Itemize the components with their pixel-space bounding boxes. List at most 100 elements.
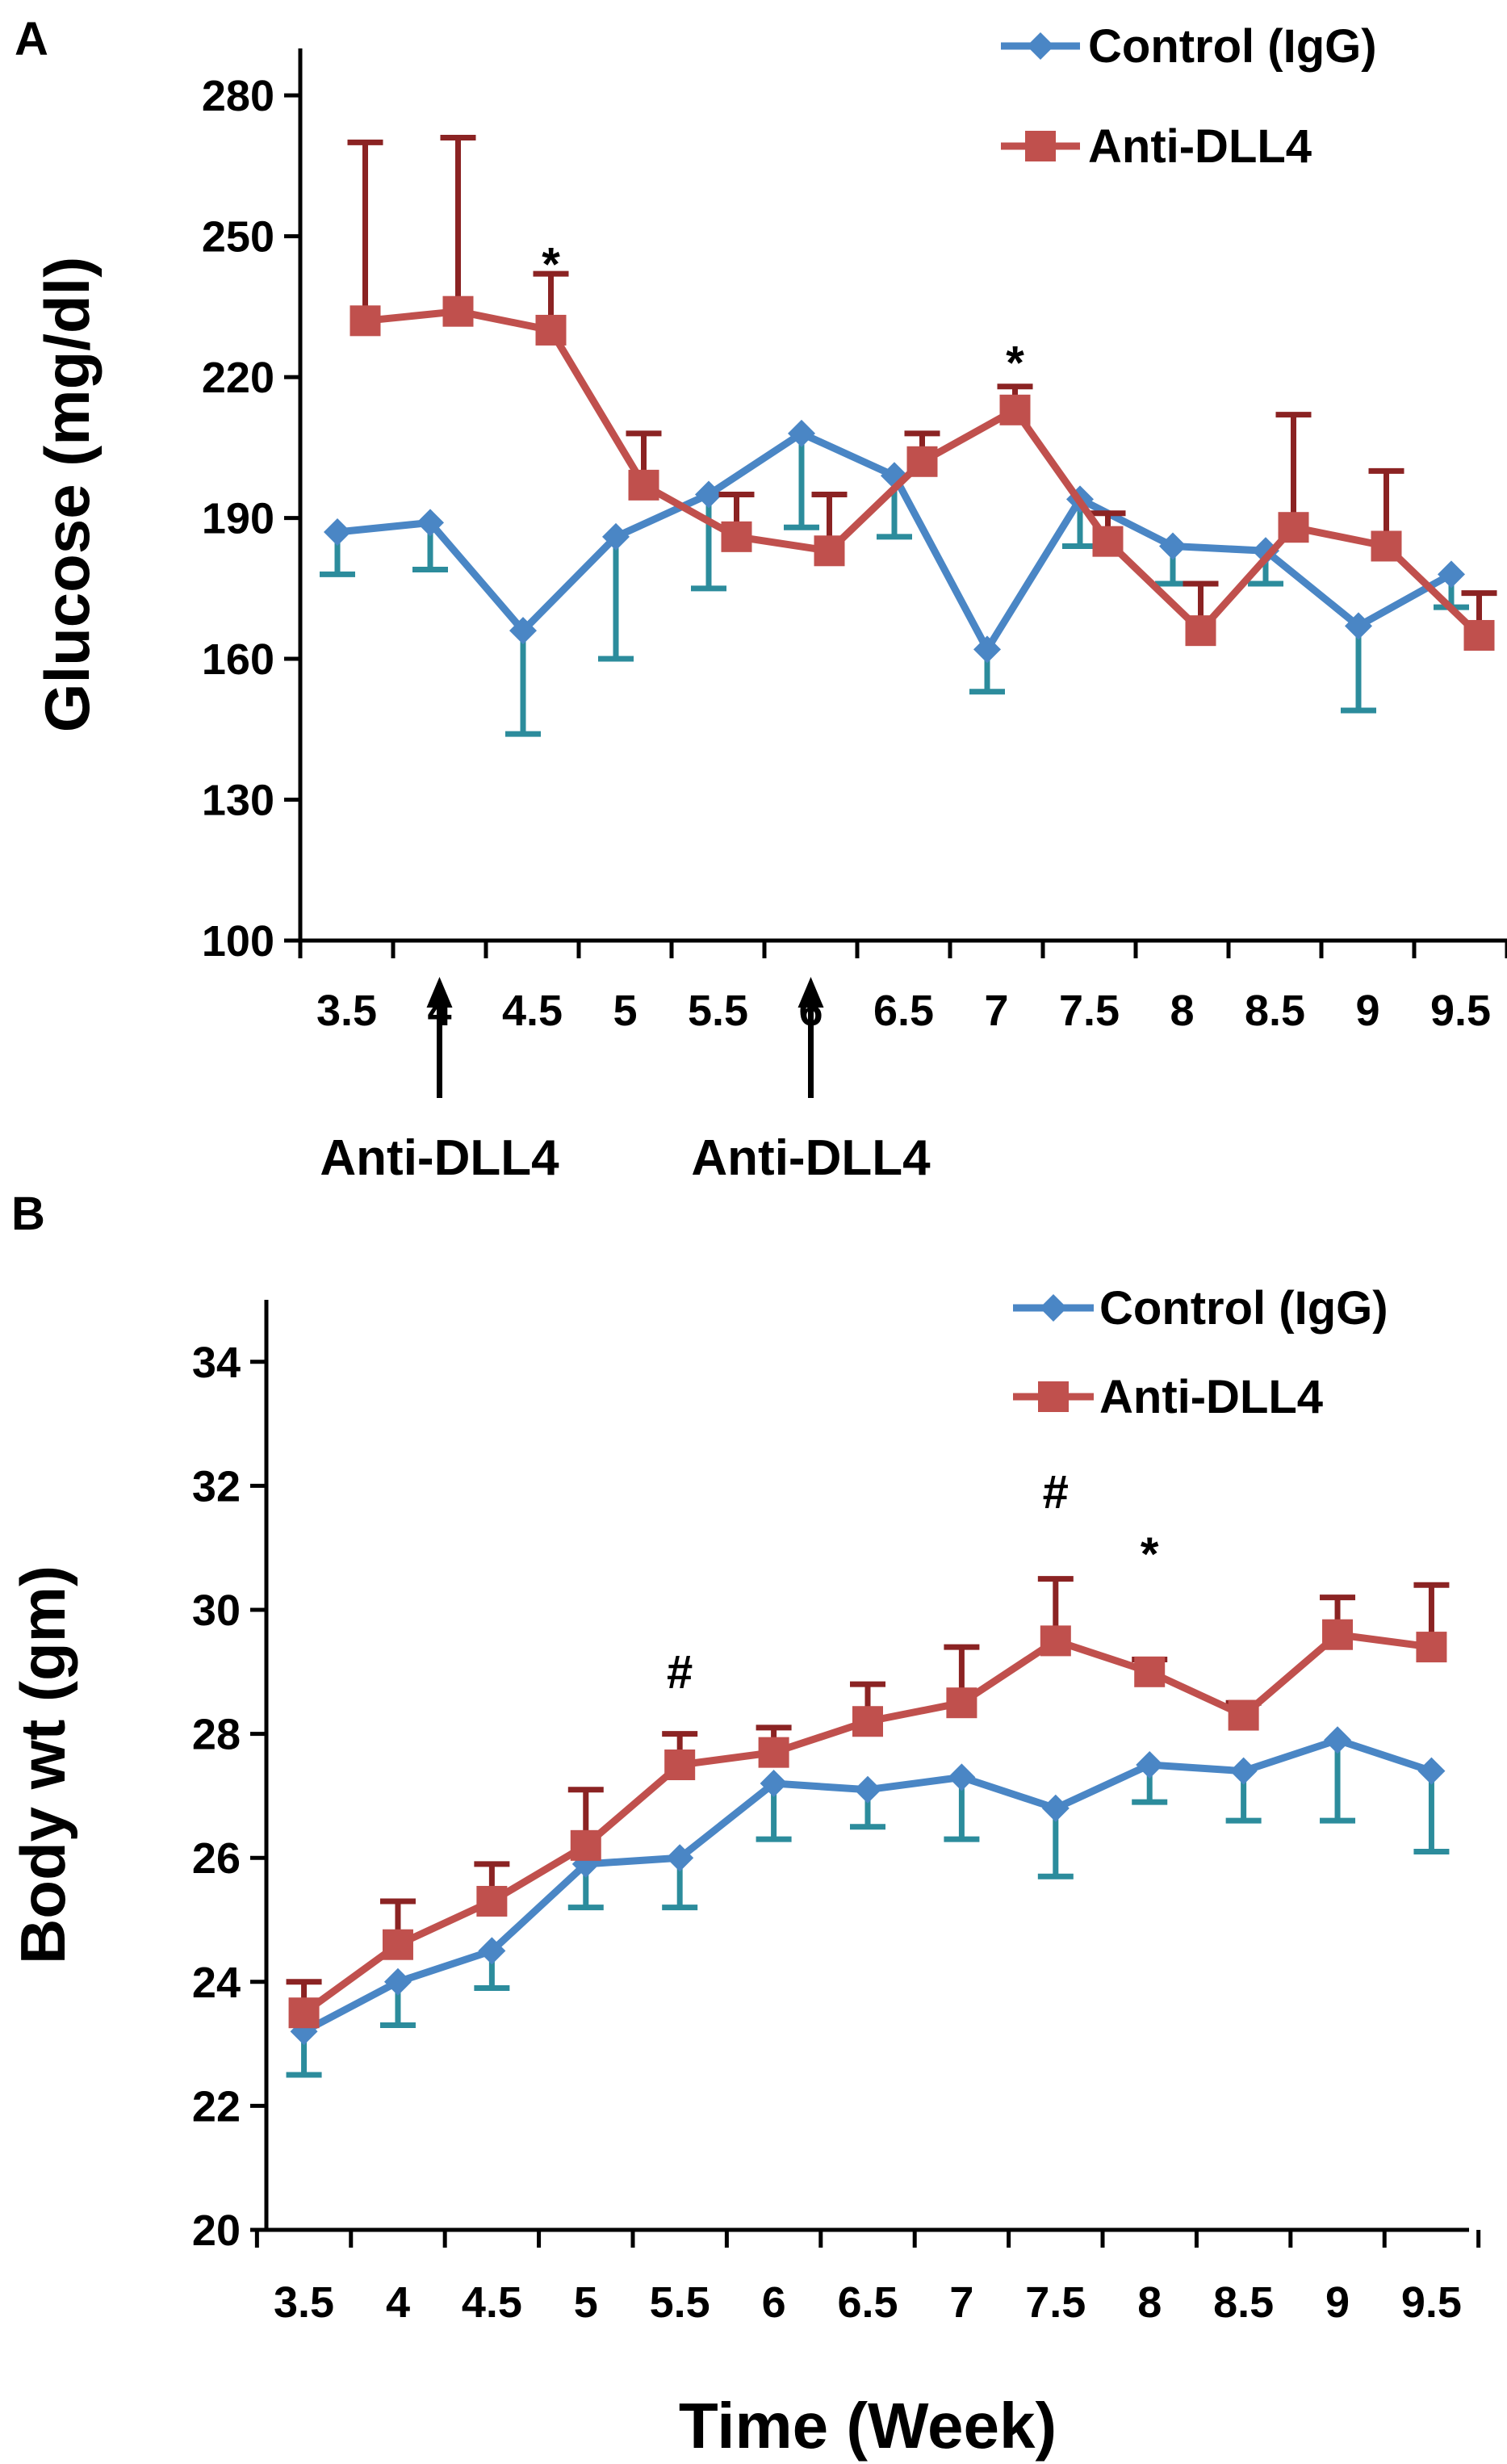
data-point-anti-dll4: [476, 1885, 508, 1917]
data-point-anti-dll4: [570, 1829, 601, 1861]
data-point-control: [760, 1770, 788, 1798]
x-tick-label: 8.5: [1245, 987, 1305, 1035]
data-point-control: [1417, 1757, 1446, 1785]
data-point-control: [788, 419, 815, 447]
y-tick-label: 32: [192, 1462, 241, 1511]
y-tick-label: 22: [192, 2082, 241, 2131]
x-tick-label: 9.5: [1430, 987, 1491, 1035]
data-point-anti-dll4: [1040, 1625, 1071, 1657]
data-point-control: [478, 1937, 506, 1965]
x-tick-label: 6.5: [837, 2278, 898, 2327]
data-point-control: [1159, 532, 1187, 560]
data-point-anti-dll4: [852, 1706, 883, 1737]
x-axis-title: Time (Week): [679, 2390, 1057, 2462]
chart-panel-b: B 20 22 24 26 28 30 32 34 3.5 4 4.5 5 5.5 6 6.5 7 7.5 8 8.5…: [7, 1188, 1481, 2462]
data-point-control: [666, 1844, 694, 1872]
x-tick-label: 5: [613, 987, 637, 1035]
data-point-control: [948, 1763, 976, 1791]
data-point-control: [1438, 560, 1465, 589]
significance-mark: #: [1043, 1466, 1069, 1519]
data-point-anti-dll4: [664, 1750, 696, 1780]
x-tick-label: 3.5: [316, 987, 377, 1035]
data-point-anti-dll4: [1463, 619, 1495, 651]
x-tick-label: 9: [1325, 2278, 1350, 2327]
x-tick-label: 7.5: [1059, 987, 1120, 1035]
y-tick-label: 28: [192, 1711, 241, 1759]
significance-mark: *: [542, 239, 560, 291]
data-point-control: [324, 518, 351, 547]
data-point-anti-dll4: [999, 394, 1031, 425]
data-point-anti-dll4: [1134, 1656, 1166, 1687]
data-point-anti-dll4: [1092, 526, 1124, 557]
chart-panel-a: A1001301601902202502803.544.555.566.577.…: [15, 13, 1507, 1186]
x-tick-label: 4.5: [462, 2278, 522, 2327]
x-tick-label: 5.5: [688, 987, 748, 1035]
y-tick-label: 34: [192, 1339, 241, 1387]
data-point-anti-dll4: [350, 305, 381, 337]
y-axis-title: Body wt (gm): [7, 1565, 78, 1964]
series-anti-dll4: [347, 135, 1497, 651]
legend-label: Control (IgG): [1099, 1282, 1388, 1335]
series-control: [286, 1726, 1450, 2078]
data-point-anti-dll4: [814, 535, 845, 567]
data-point-control: [1252, 537, 1279, 565]
data-point-anti-dll4: [1371, 530, 1402, 562]
data-point-anti-dll4: [535, 314, 567, 346]
data-point-anti-dll4: [1278, 512, 1309, 543]
x-tick-label: 3.5: [274, 2278, 334, 2327]
x-tick-label: 9: [1355, 987, 1379, 1035]
data-point-anti-dll4: [442, 295, 474, 327]
data-point-anti-dll4: [758, 1737, 789, 1768]
y-tick-label: 250: [202, 213, 274, 262]
y-tick-label: 100: [202, 917, 274, 966]
legend-item-control: Control (IgG): [1001, 20, 1377, 73]
x-tick-label: 4: [386, 2278, 410, 2327]
data-point-anti-dll4: [906, 446, 938, 477]
data-point-anti-dll4: [721, 521, 752, 552]
y-tick-label: 20: [192, 2206, 241, 2255]
data-point-control: [854, 1775, 881, 1804]
significance-mark: *: [1006, 337, 1024, 390]
legend-marker: [1038, 1381, 1069, 1412]
treatment-arrow-label: Anti-DLL4: [320, 1130, 559, 1186]
data-point-anti-dll4: [1228, 1699, 1259, 1731]
y-tick-label: 190: [202, 495, 274, 543]
y-tick-label: 160: [202, 635, 274, 684]
panel-label: B: [11, 1188, 45, 1240]
data-point-anti-dll4: [1416, 1632, 1447, 1663]
significance-mark: #: [667, 1646, 693, 1699]
panel-label: A: [15, 13, 48, 65]
data-point-control: [1345, 612, 1372, 640]
data-point-anti-dll4: [382, 1929, 413, 1960]
y-tick-label: 24: [192, 1959, 241, 2007]
x-tick-label: 5.5: [650, 2278, 710, 2327]
significance-mark: *: [1141, 1528, 1159, 1581]
data-point-anti-dll4: [1322, 1619, 1354, 1650]
legend-label: Anti-DLL4: [1088, 120, 1312, 173]
series-control: [320, 419, 1469, 737]
data-point-control: [602, 522, 630, 551]
x-tick-label: 8: [1170, 987, 1194, 1035]
legend-label: Control (IgG): [1088, 20, 1377, 73]
treatment-arrow-label: Anti-DLL4: [691, 1130, 931, 1186]
legend-item-anti-dll4: Anti-DLL4: [1001, 120, 1312, 173]
x-tick-label: 8.5: [1213, 2278, 1274, 2327]
y-tick-label: 30: [192, 1586, 241, 1635]
x-tick-label: 7: [984, 987, 1008, 1035]
data-point-anti-dll4: [1185, 615, 1216, 647]
y-tick-label: 280: [202, 72, 274, 120]
treatment-arrow-head: [426, 977, 453, 1008]
y-tick-label: 26: [192, 1834, 241, 1883]
y-axis-title: Glucose (mg/dl): [31, 257, 103, 732]
x-tick-label: 6: [762, 2278, 786, 2327]
data-point-anti-dll4: [946, 1687, 977, 1719]
legend-item-control: Control (IgG): [1013, 1282, 1388, 1335]
data-point-control: [1136, 1751, 1164, 1779]
x-tick-label: 6.5: [873, 987, 934, 1035]
x-tick-label: 8: [1137, 2278, 1162, 2327]
legend-item-anti-dll4: Anti-DLL4: [1013, 1371, 1323, 1423]
y-tick-label: 220: [202, 354, 274, 402]
legend-marker: [1027, 32, 1054, 60]
data-point-control: [1229, 1757, 1258, 1785]
